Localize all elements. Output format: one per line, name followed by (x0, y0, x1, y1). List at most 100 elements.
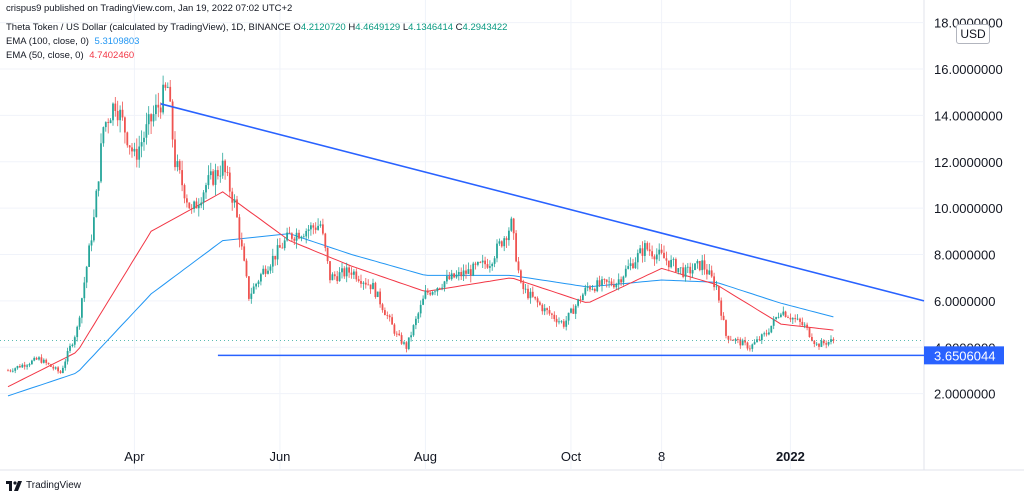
candle-body (305, 231, 308, 237)
candle-body (808, 328, 811, 337)
candle-body (126, 132, 129, 146)
candle (31, 359, 33, 365)
candle-body (78, 317, 81, 327)
candle (434, 289, 436, 296)
candle-body (174, 139, 176, 168)
time-axis: Apr Jun Aug Oct 8 2022 (124, 449, 805, 464)
ema100-legend[interactable]: EMA (100, close, 0) 5.3109803 (6, 36, 139, 47)
candle (541, 303, 544, 315)
candle-body (500, 241, 503, 247)
candle (362, 281, 365, 290)
candle (212, 169, 214, 187)
candle-body (469, 269, 472, 276)
currency-button[interactable]: USD (956, 24, 990, 44)
candle (152, 105, 155, 127)
y-tick-label: 2.0000000 (934, 387, 995, 402)
candle-body (686, 266, 689, 268)
candle (620, 276, 622, 286)
candle (228, 167, 231, 198)
candle-body (214, 170, 217, 185)
candle-body (324, 233, 327, 248)
candle-body (460, 272, 463, 277)
candle-body (660, 249, 663, 253)
candle-body (286, 232, 288, 241)
candle (9, 369, 12, 373)
candle-body (479, 262, 482, 263)
candle-body (407, 337, 410, 349)
candle (128, 145, 131, 155)
candle-body (689, 266, 692, 274)
candle (491, 262, 494, 271)
candle-body (384, 310, 386, 316)
candle-body (121, 109, 124, 118)
candle (493, 256, 496, 268)
candle (579, 295, 582, 304)
candle (50, 363, 52, 367)
candle-body (212, 171, 214, 185)
candle (551, 312, 553, 319)
candle (267, 266, 269, 275)
candle-body (360, 281, 362, 284)
candle-body (90, 240, 93, 246)
candle (751, 343, 754, 352)
candle (422, 295, 424, 306)
candle-body (329, 261, 331, 281)
candle (644, 240, 646, 262)
candle (319, 220, 322, 228)
candle (348, 264, 350, 278)
candle (636, 249, 639, 270)
candle (469, 264, 472, 283)
candle (145, 112, 148, 145)
candle-body (217, 170, 219, 177)
candle-body (333, 274, 336, 277)
candle-body (186, 198, 188, 203)
candle (584, 284, 587, 296)
candle-body (171, 101, 174, 140)
candle-body (655, 254, 658, 260)
tradingview-brand[interactable]: TradingView (6, 480, 81, 491)
ema50-legend[interactable]: EMA (50, close, 0) 4.7402460 (6, 50, 134, 61)
candle-body (85, 266, 88, 283)
candle-body (775, 317, 777, 319)
candle (818, 343, 820, 350)
candle-body (295, 232, 298, 241)
candle (424, 285, 427, 300)
candle (112, 102, 114, 126)
candle (548, 306, 551, 316)
x-tick-label: Apr (124, 449, 145, 464)
candle (291, 232, 293, 242)
close-value: 4.2943422 (462, 22, 508, 33)
candle-body (822, 340, 825, 344)
candle-body (815, 343, 818, 345)
candle-body (653, 256, 656, 260)
candle (429, 290, 432, 297)
candle (715, 280, 718, 290)
candle (505, 236, 508, 248)
candle-body (718, 286, 720, 301)
candle (276, 238, 279, 266)
candle-body (734, 339, 737, 341)
candle (591, 285, 594, 291)
candle (374, 281, 377, 299)
candle-body (555, 318, 558, 323)
candle (35, 356, 38, 360)
candle (405, 341, 408, 353)
candle-body (543, 308, 546, 312)
candle (436, 287, 439, 296)
candle (250, 287, 253, 304)
candle (317, 218, 319, 231)
candle-body (312, 225, 315, 228)
candle-body (567, 312, 570, 321)
candle (178, 159, 181, 174)
candle (384, 307, 386, 316)
candle (567, 312, 570, 325)
candle (214, 163, 217, 196)
candle-body (739, 339, 742, 346)
candle-body (7, 370, 9, 372)
candle-body (698, 261, 701, 271)
candle (73, 335, 76, 348)
candle-body (758, 339, 761, 341)
candle-body (536, 298, 539, 303)
x-tick-label: 2022 (776, 449, 805, 464)
